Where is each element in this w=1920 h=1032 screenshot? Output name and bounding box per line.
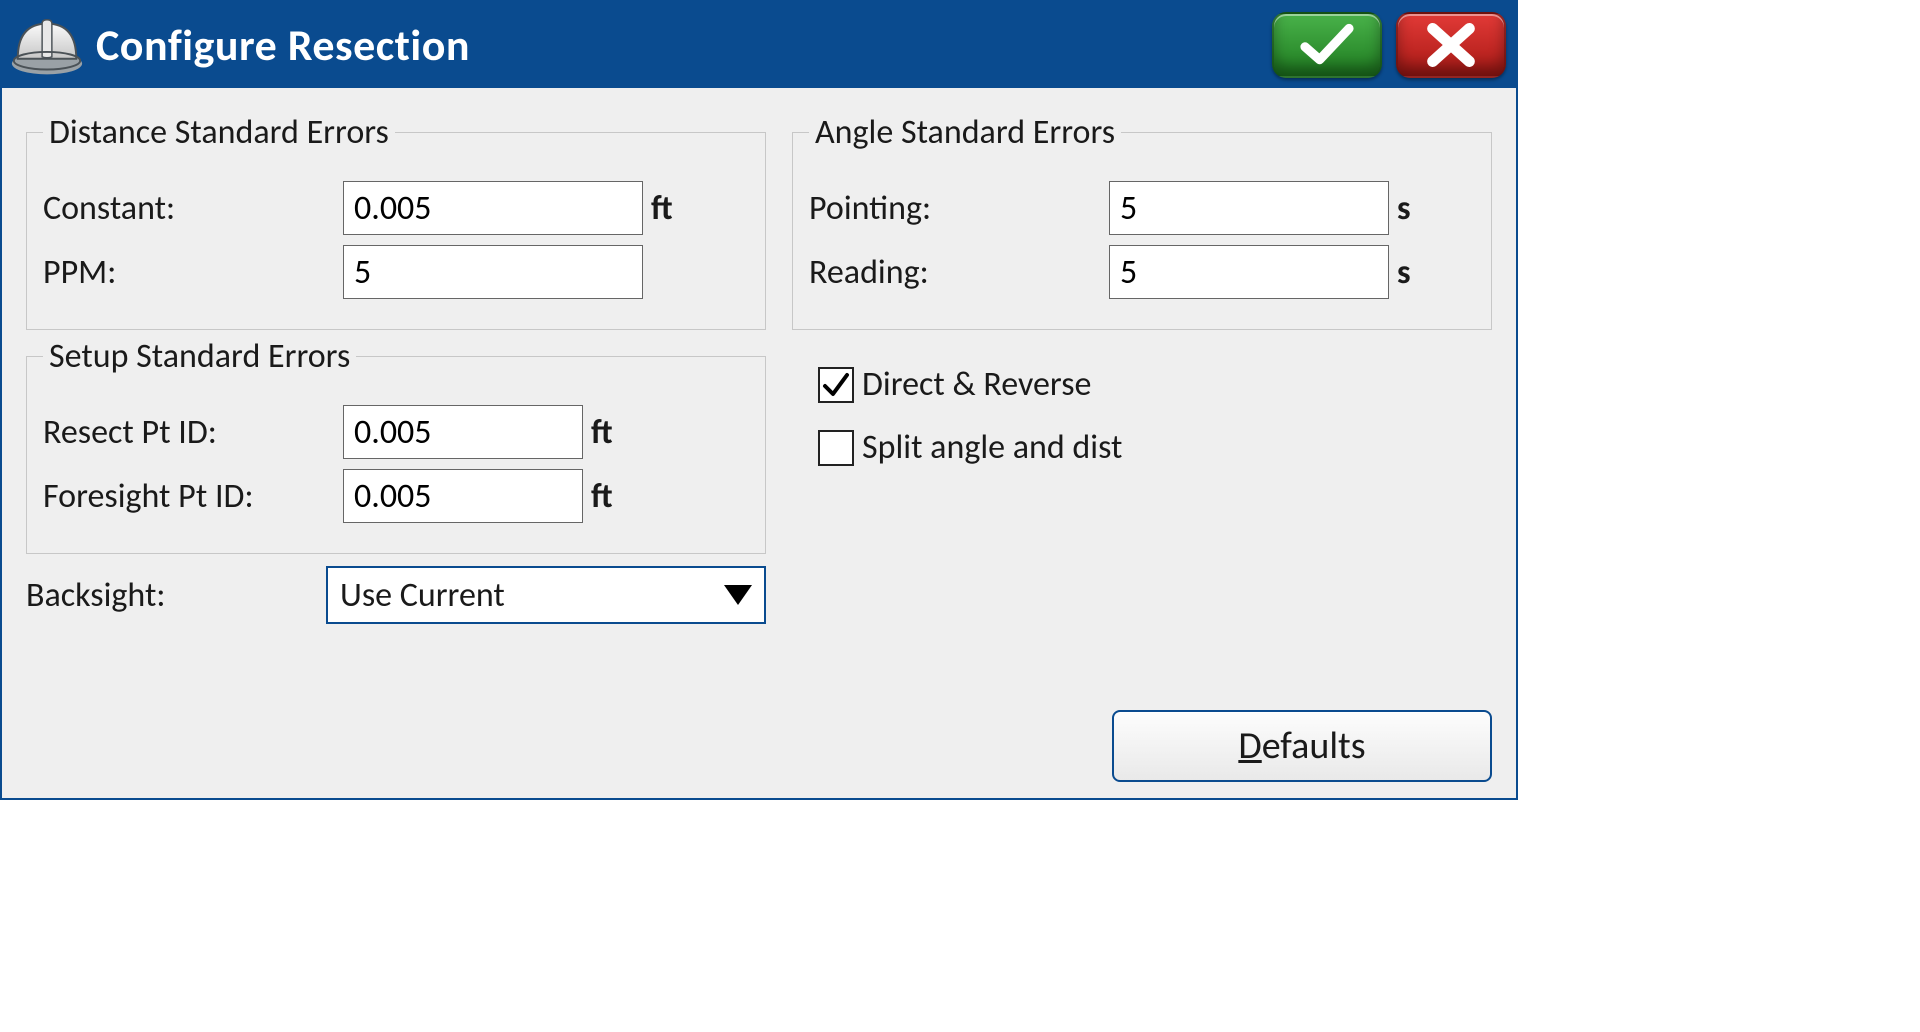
setup-errors-group: Setup Standard Errors Resect Pt ID: ft F… — [26, 336, 766, 554]
foresight-pt-unit: ft — [591, 476, 613, 517]
options-group: Direct & Reverse Split angle and dist — [792, 336, 1492, 554]
angle-errors-group: Angle Standard Errors Pointing: s Readin… — [792, 112, 1492, 330]
constant-input[interactable] — [343, 181, 643, 235]
angle-errors-legend: Angle Standard Errors — [809, 112, 1121, 153]
ok-button[interactable] — [1272, 12, 1382, 78]
distance-errors-group: Distance Standard Errors Constant: ft PP… — [26, 112, 766, 330]
close-icon — [1423, 23, 1479, 67]
split-angle-dist-checkbox[interactable] — [818, 430, 854, 466]
resect-pt-label: Resect Pt ID: — [43, 412, 343, 453]
title-bar: Configure Resection — [2, 2, 1516, 88]
backsight-value: Use Current — [340, 575, 505, 616]
backsight-select[interactable]: Use Current — [326, 566, 766, 624]
setup-errors-legend: Setup Standard Errors — [43, 336, 356, 377]
dialog-body: Distance Standard Errors Constant: ft PP… — [2, 88, 1516, 798]
configure-resection-dialog: Configure Resection Distance Standard Er… — [0, 0, 1518, 800]
foresight-pt-label: Foresight Pt ID: — [43, 476, 343, 517]
reading-label: Reading: — [809, 252, 1109, 293]
checkmark-icon — [1299, 23, 1355, 67]
check-icon — [822, 371, 850, 399]
distance-errors-legend: Distance Standard Errors — [43, 112, 395, 153]
reading-unit: s — [1397, 252, 1411, 293]
ppm-input[interactable] — [343, 245, 643, 299]
resect-pt-input[interactable] — [343, 405, 583, 459]
split-angle-dist-label: Split angle and dist — [862, 427, 1122, 468]
constant-unit: ft — [651, 188, 673, 229]
cancel-button[interactable] — [1396, 12, 1506, 78]
backsight-label: Backsight: — [26, 575, 326, 616]
pointing-input[interactable] — [1109, 181, 1389, 235]
hardhat-icon — [8, 10, 86, 80]
foresight-pt-input[interactable] — [343, 469, 583, 523]
chevron-down-icon — [724, 585, 752, 605]
dialog-title: Configure Resection — [96, 18, 1258, 72]
pointing-unit: s — [1397, 188, 1411, 229]
direct-reverse-label: Direct & Reverse — [862, 364, 1091, 405]
constant-label: Constant: — [43, 188, 343, 229]
resect-pt-unit: ft — [591, 412, 613, 453]
defaults-accel: D — [1238, 723, 1261, 769]
defaults-button[interactable]: Defaults — [1112, 710, 1492, 782]
pointing-label: Pointing: — [809, 188, 1109, 229]
reading-input[interactable] — [1109, 245, 1389, 299]
defaults-label-rest: efaults — [1262, 723, 1366, 769]
direct-reverse-checkbox[interactable] — [818, 367, 854, 403]
ppm-label: PPM: — [43, 252, 343, 293]
